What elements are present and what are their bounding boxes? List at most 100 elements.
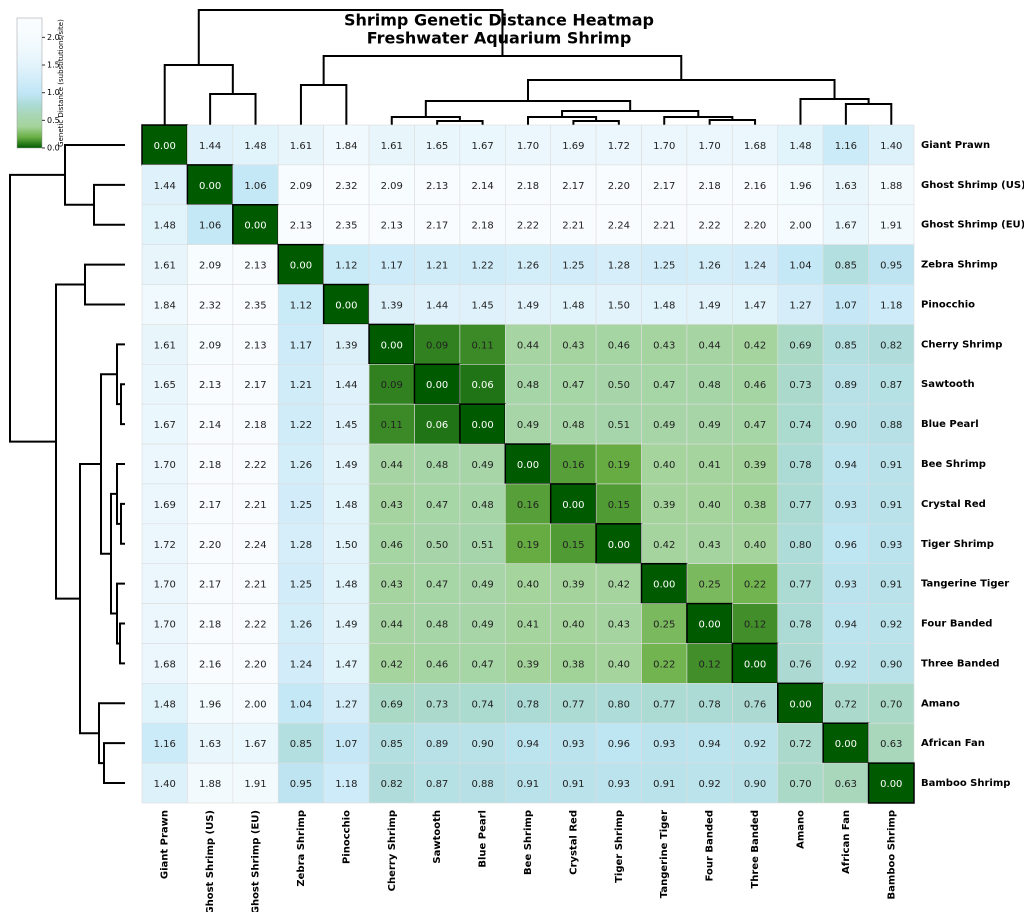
cell-label: 1.45	[335, 420, 357, 431]
heatmap-cell	[777, 324, 824, 365]
heatmap-cell	[777, 722, 824, 764]
heatmap-cell	[550, 284, 597, 325]
heatmap-cell	[232, 403, 279, 445]
cell-label: 1.67	[835, 221, 857, 232]
cell-label: 0.91	[880, 460, 902, 471]
cell-label: 0.78	[517, 699, 539, 710]
cell-label: 0.39	[653, 500, 675, 511]
cell-label: 0.95	[290, 779, 312, 790]
heatmap-cell	[187, 563, 234, 604]
cell-label: 2.09	[199, 340, 221, 351]
colorbar-label: Genetic Distance (substitutions/site)	[57, 19, 65, 147]
cell-label: 0.94	[835, 460, 857, 471]
heatmap-cell	[141, 244, 188, 285]
cell-label: 1.65	[426, 141, 448, 152]
heatmap-cell	[368, 722, 415, 764]
cell-label: 0.73	[426, 699, 448, 710]
heatmap-cell	[232, 643, 279, 684]
heatmap-cell	[368, 483, 415, 525]
heatmap-cell	[414, 284, 461, 325]
cell-label: 0.48	[699, 380, 721, 391]
heatmap-cell	[323, 204, 370, 245]
heatmap-cell	[323, 762, 370, 804]
heatmap-cell	[141, 124, 189, 166]
cell-label: 2.18	[199, 460, 221, 471]
heatmap-cell	[277, 124, 324, 166]
cell-label: 2.13	[199, 380, 221, 391]
cell-label: 1.25	[290, 500, 312, 511]
cell-label: 0.89	[835, 380, 857, 391]
cell-label: 2.17	[562, 181, 584, 192]
heatmap-cell	[277, 403, 324, 445]
heatmap-cell	[187, 603, 234, 644]
row-label: Ghost Shrimp (EU)	[921, 220, 1024, 231]
cell-label: 1.63	[835, 181, 857, 192]
cell-label: 2.00	[244, 699, 266, 710]
cell-label: 0.90	[471, 739, 493, 750]
heatmap-cell	[459, 643, 506, 684]
heatmap-cell	[323, 324, 370, 365]
cell-label: 1.28	[290, 540, 312, 551]
cell-label: 0.92	[699, 779, 721, 790]
heatmap-cell	[459, 164, 506, 206]
dendrograms	[9, 9, 893, 785]
column-dendrogram	[708, 119, 757, 125]
heatmap-cell	[550, 164, 597, 206]
cell-label: 1.61	[290, 141, 312, 152]
column-label: Sawtooth	[432, 810, 443, 864]
cell-label: 0.51	[471, 540, 493, 551]
cell-label: 0.00	[517, 460, 539, 471]
cell-label: 0.00	[653, 580, 675, 591]
cell-label: 1.48	[653, 300, 675, 311]
column-label: Three Banded	[750, 810, 761, 889]
cell-label: 2.21	[244, 500, 266, 511]
column-dendrogram	[299, 84, 348, 125]
heatmap-cell	[868, 523, 915, 565]
heatmap-cell	[595, 164, 642, 206]
column-label: Bee Shrimp	[523, 810, 534, 875]
row-label: Four Banded	[921, 619, 992, 630]
heatmap-cell	[732, 244, 779, 285]
heatmap-cell	[732, 164, 779, 206]
heatmap-cell	[141, 204, 188, 245]
heatmap-cell	[459, 483, 506, 525]
cell-label: 0.94	[699, 739, 721, 750]
cell-label: 1.70	[154, 620, 176, 631]
colorbar-tick-label: 0.0	[47, 144, 60, 153]
cell-label: 1.07	[335, 739, 357, 750]
heatmap-cell	[595, 643, 642, 684]
cell-label: 0.74	[789, 420, 811, 431]
heatmap-cell	[549, 483, 597, 525]
heatmap-cell	[323, 164, 370, 206]
cell-label: 1.25	[562, 261, 584, 272]
cell-label: 0.93	[835, 580, 857, 591]
cell-label: 0.49	[699, 420, 721, 431]
cell-label: 0.46	[426, 659, 448, 670]
column-label: African Fan	[841, 810, 852, 874]
cell-label: 2.18	[517, 181, 539, 192]
heatmap-cell	[277, 483, 324, 525]
cell-label: 0.91	[880, 580, 902, 591]
cell-label: 0.93	[653, 739, 675, 750]
heatmap-cell	[595, 523, 643, 565]
cell-label: 1.67	[154, 420, 176, 431]
cell-label: 1.24	[290, 659, 312, 670]
heatmap-cell	[732, 443, 779, 485]
heatmap-cell	[641, 164, 688, 206]
cell-label: 0.00	[199, 181, 221, 192]
cell-label: 0.40	[744, 540, 766, 551]
cell-label: 0.89	[426, 739, 448, 750]
cell-label: 2.18	[471, 221, 493, 232]
cell-label: 0.44	[699, 340, 721, 351]
heatmap-cell	[277, 722, 324, 764]
column-label: Ghost Shrimp (EU)	[251, 810, 262, 912]
cell-label: 2.17	[199, 580, 221, 591]
cell-label: 0.42	[744, 340, 766, 351]
heatmap-cell	[414, 603, 461, 644]
heatmap-cell	[686, 523, 733, 565]
cell-label: 1.68	[154, 659, 176, 670]
cell-label: 0.43	[381, 500, 403, 511]
heatmap-cell	[187, 324, 234, 365]
cell-label: 1.18	[880, 300, 902, 311]
heatmap-cell	[232, 284, 279, 325]
